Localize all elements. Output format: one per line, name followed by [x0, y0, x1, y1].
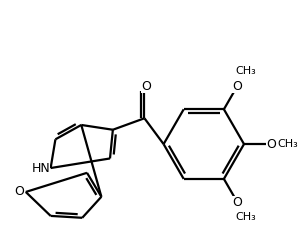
Text: O: O	[14, 186, 24, 198]
Text: HN: HN	[32, 161, 51, 175]
Text: O: O	[141, 80, 151, 93]
Text: CH₃: CH₃	[278, 139, 298, 149]
Text: O: O	[232, 80, 242, 93]
Text: CH₃: CH₃	[236, 66, 256, 76]
Text: CH₃: CH₃	[236, 212, 256, 222]
Text: O: O	[266, 138, 276, 151]
Text: O: O	[232, 196, 242, 209]
